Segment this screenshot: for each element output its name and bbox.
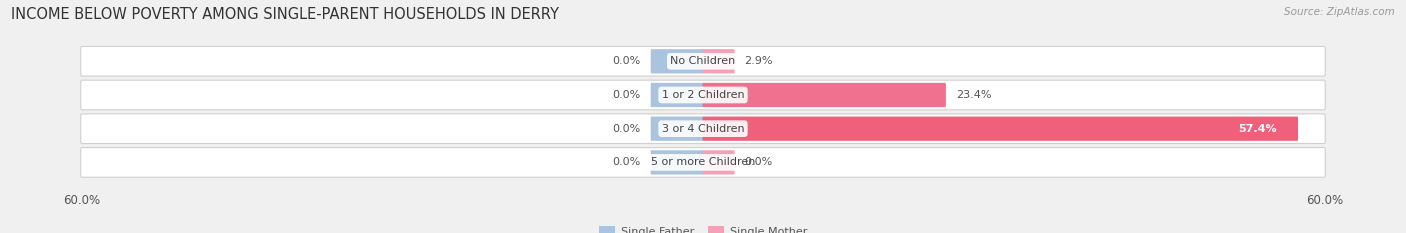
Text: 1 or 2 Children: 1 or 2 Children xyxy=(662,90,744,100)
Text: INCOME BELOW POVERTY AMONG SINGLE-PARENT HOUSEHOLDS IN DERRY: INCOME BELOW POVERTY AMONG SINGLE-PARENT… xyxy=(11,7,560,22)
Text: 0.0%: 0.0% xyxy=(613,56,641,66)
Text: 2.9%: 2.9% xyxy=(744,56,773,66)
FancyBboxPatch shape xyxy=(651,116,703,141)
FancyBboxPatch shape xyxy=(703,150,734,175)
FancyBboxPatch shape xyxy=(80,80,1326,110)
FancyBboxPatch shape xyxy=(651,150,703,175)
Text: 0.0%: 0.0% xyxy=(613,158,641,167)
Text: 0.0%: 0.0% xyxy=(613,90,641,100)
Text: Source: ZipAtlas.com: Source: ZipAtlas.com xyxy=(1284,7,1395,17)
Text: 0.0%: 0.0% xyxy=(613,124,641,134)
FancyBboxPatch shape xyxy=(703,49,734,73)
FancyBboxPatch shape xyxy=(80,46,1326,76)
FancyBboxPatch shape xyxy=(80,147,1326,177)
FancyBboxPatch shape xyxy=(703,116,1298,141)
FancyBboxPatch shape xyxy=(651,83,703,107)
FancyBboxPatch shape xyxy=(651,49,703,73)
Text: No Children: No Children xyxy=(671,56,735,66)
Text: 23.4%: 23.4% xyxy=(956,90,991,100)
FancyBboxPatch shape xyxy=(703,83,946,107)
FancyBboxPatch shape xyxy=(80,114,1326,144)
Legend: Single Father, Single Mother: Single Father, Single Mother xyxy=(595,221,811,233)
Text: 3 or 4 Children: 3 or 4 Children xyxy=(662,124,744,134)
Text: 5 or more Children: 5 or more Children xyxy=(651,158,755,167)
Text: 0.0%: 0.0% xyxy=(744,158,773,167)
Text: 57.4%: 57.4% xyxy=(1239,124,1277,134)
